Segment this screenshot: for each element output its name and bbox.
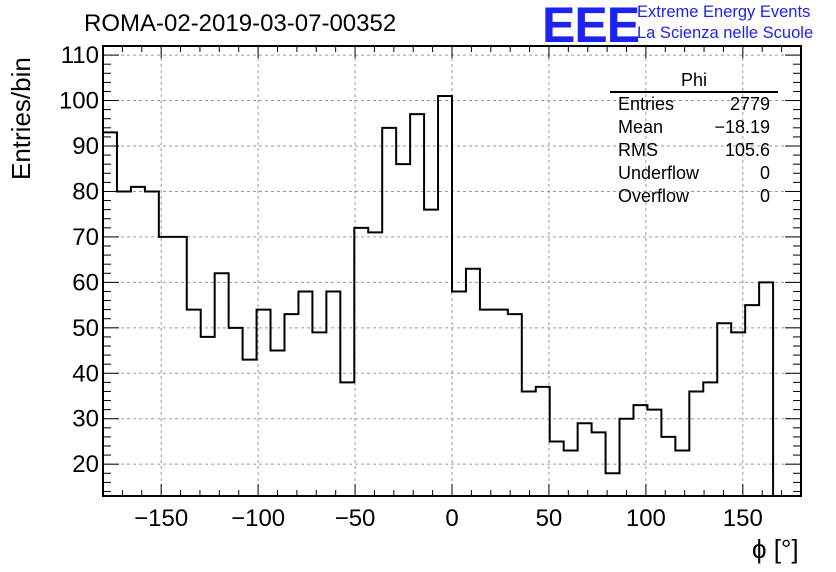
y-tick-label: 110 <box>61 42 99 69</box>
stats-row: Entries 2779 <box>610 93 778 116</box>
eee-logo: EEE <box>542 0 640 53</box>
chart-title: ROMA-02-2019-03-07-00352 <box>84 10 397 37</box>
histogram-bin <box>606 473 620 496</box>
histogram-bin <box>326 291 340 496</box>
histogram-bin <box>633 405 647 496</box>
stats-value: 105.6 <box>724 140 770 160</box>
histogram-bin <box>410 114 424 496</box>
y-tick-label: 100 <box>59 88 99 115</box>
histogram-bin <box>522 391 536 496</box>
histogram-bin <box>452 291 466 496</box>
histogram-bin <box>271 351 285 496</box>
histogram-bin <box>620 419 634 496</box>
histogram-bin <box>243 360 257 496</box>
histogram-bin <box>508 314 522 496</box>
stats-label: Overflow <box>618 186 690 206</box>
histogram-bin <box>312 332 326 496</box>
histogram-bin <box>257 310 271 496</box>
histogram-bin <box>494 310 508 496</box>
x-tick-label: 100 <box>626 505 666 532</box>
histogram-bin <box>382 128 396 496</box>
stats-label: Entries <box>618 94 675 114</box>
histogram-bin <box>592 432 606 496</box>
histogram-bin <box>368 232 382 496</box>
histogram-bin <box>647 410 661 496</box>
histogram-bin <box>438 96 452 496</box>
stats-label: Mean <box>618 117 664 137</box>
histogram-bin <box>550 441 564 496</box>
histogram-bin <box>717 323 731 496</box>
histogram-bin <box>117 191 131 496</box>
x-tick-label: −50 <box>335 505 376 532</box>
logo-line-1: Extreme Energy Events <box>637 3 811 21</box>
y-tick-label: 40 <box>72 360 99 387</box>
logo-line-2: La Scienza nelle Scuole <box>637 24 814 42</box>
histogram-bin <box>675 451 689 496</box>
y-tick-label: 90 <box>72 133 99 160</box>
x-axis-label: ϕ [°] <box>752 534 799 564</box>
x-tick-label: 150 <box>723 505 763 532</box>
histogram-bin <box>298 291 312 496</box>
histogram-bin <box>424 210 438 496</box>
histogram-line <box>102 95 775 496</box>
y-tick-label: 70 <box>72 224 99 251</box>
histogram-bin <box>229 328 243 496</box>
histogram-bin <box>215 273 229 496</box>
histogram-bin <box>536 387 550 496</box>
histogram-bin <box>340 382 354 496</box>
x-tick-label: −100 <box>231 505 285 532</box>
histogram-bin <box>466 269 480 496</box>
stats-title: Phi <box>610 70 778 93</box>
histogram-bin <box>703 382 717 496</box>
histogram-bin <box>354 228 368 496</box>
stats-value: 2779 <box>729 94 770 114</box>
y-tick-label: 50 <box>72 315 99 342</box>
histogram-bin <box>159 237 173 496</box>
histogram-bin <box>284 314 298 496</box>
stats-value: 0 <box>759 163 770 183</box>
eee-logo-subtitle: Extreme Energy Events La Scienza nelle S… <box>637 2 813 44</box>
y-tick-label: 60 <box>72 269 99 296</box>
histogram-bin <box>173 237 187 496</box>
histogram-bin <box>689 391 703 496</box>
y-tick-label: 80 <box>72 178 99 205</box>
histogram-bin <box>731 332 745 496</box>
histogram-bin <box>201 337 215 496</box>
histogram-bin <box>187 310 201 496</box>
stats-box: Phi Entries 2779 Mean −18.19 RMS 105.6 Underfl… <box>610 70 778 208</box>
x-tick-label: −150 <box>134 505 188 532</box>
stats-row: Mean −18.19 <box>610 116 778 139</box>
histogram-bin <box>480 310 494 496</box>
histogram-bin <box>564 451 578 496</box>
stats-label: Underflow <box>618 163 700 183</box>
histogram-bin <box>131 187 145 496</box>
y-tick-label: 20 <box>72 451 99 478</box>
histogram-bin <box>145 191 159 496</box>
stats-label: RMS <box>618 140 658 160</box>
stats-value: −18.19 <box>714 117 770 137</box>
x-tick-label: 50 <box>536 505 563 532</box>
y-tick-label: 30 <box>72 406 99 433</box>
stats-row: Underflow 0 <box>610 162 778 185</box>
y-axis-label-text: Entries/bin <box>6 57 36 180</box>
stats-row: Overflow 0 <box>610 185 778 208</box>
histogram-bin <box>745 305 759 496</box>
stats-value: 0 <box>759 186 770 206</box>
histogram-bin <box>759 282 773 496</box>
stats-row: RMS 105.6 <box>610 139 778 162</box>
histogram-bin <box>103 132 117 496</box>
histogram-bin <box>661 437 675 496</box>
histogram-bin <box>578 423 592 496</box>
histogram-bin <box>396 164 410 496</box>
y-axis-label: Entries/bin <box>6 57 36 210</box>
x-tick-label: 0 <box>445 505 458 532</box>
